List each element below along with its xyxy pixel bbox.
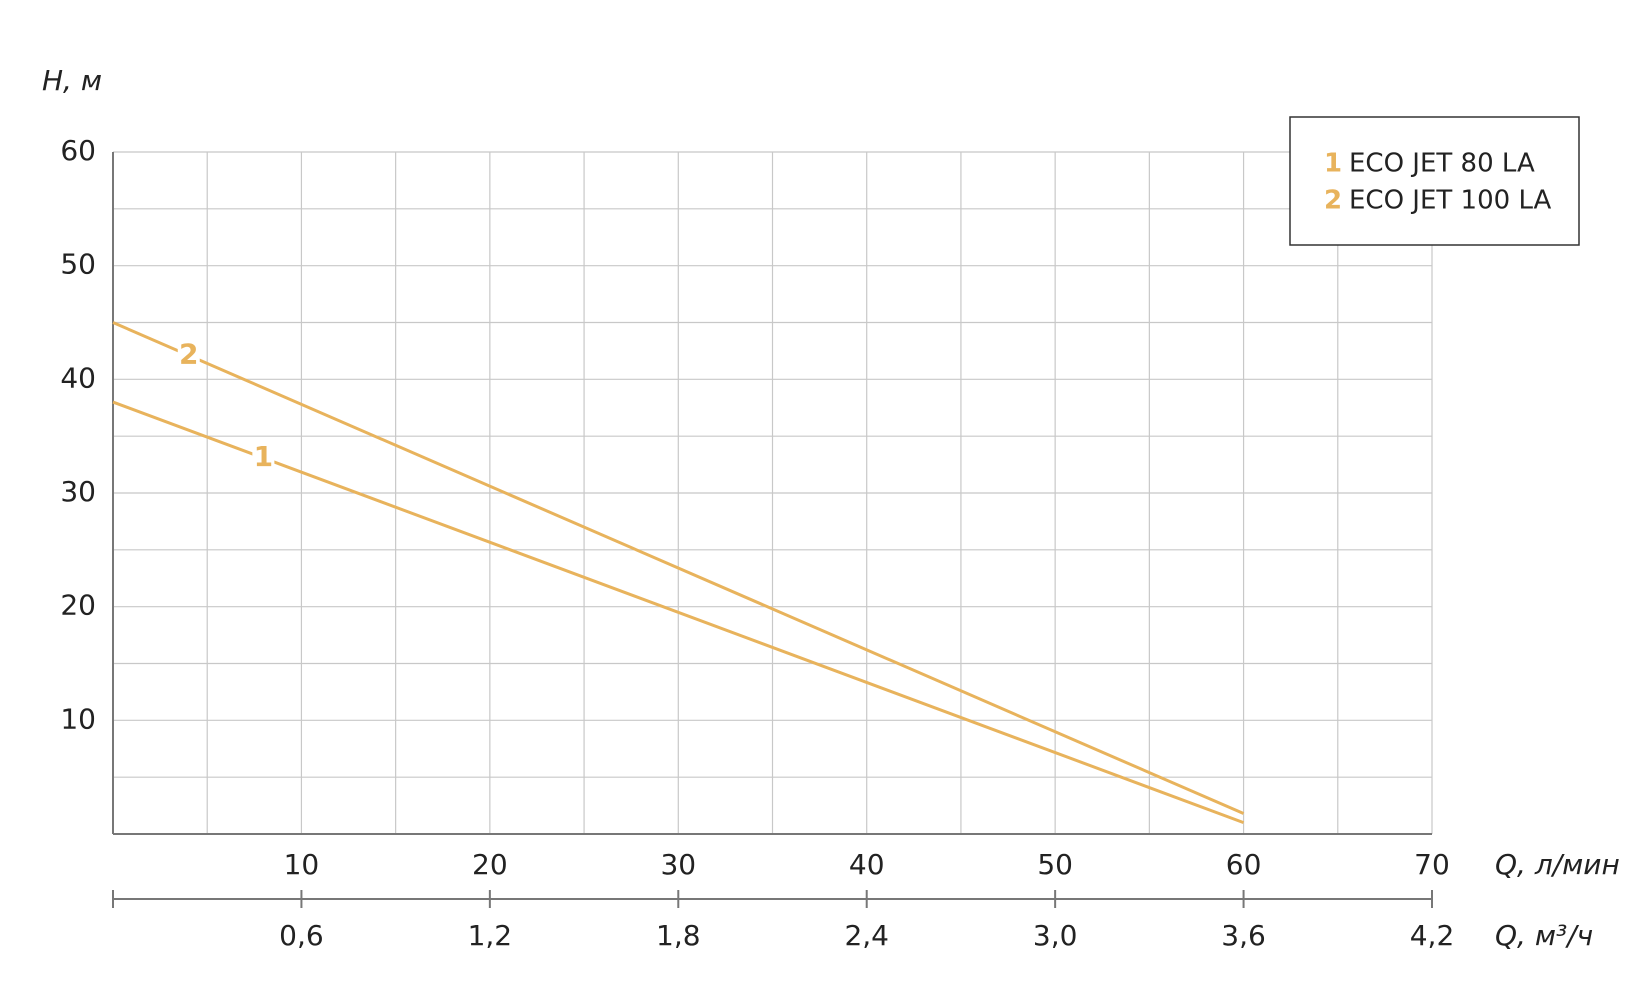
line-label-bg [177,339,200,372]
legend-number: 1 [1324,149,1342,179]
line-label-bg [252,442,275,475]
x2-tick-label: 0,6 [279,919,324,952]
y-axis-label: H, м [42,64,102,97]
legend-label: ECO JET 80 LA [1349,149,1535,179]
series-line [112,400,1245,825]
x-tick-label: 40 [849,848,885,881]
x-tick-label: 60 [1226,848,1262,881]
y-tick-label: 60 [60,134,96,167]
x2-tick-label: 1,2 [468,919,513,952]
legend-number: 2 [1324,186,1342,216]
y-tick-label: 10 [60,702,96,735]
legend-box [1289,116,1580,246]
x2-tick-label: 2,4 [844,919,889,952]
x-tick-label: 20 [472,848,508,881]
series-line [112,321,1245,815]
x-axis-label: Q, л/мин [1495,848,1620,881]
line-label: 2 [179,337,198,370]
x2-tick-label: 3,6 [1221,919,1266,952]
y-tick-label: 40 [60,361,96,394]
x2-tick-label: 3,0 [1033,919,1078,952]
x-tick-label: 10 [284,848,320,881]
line-label: 1 [254,440,273,473]
x2-axis-label: Q, м³/ч [1495,919,1593,952]
y-tick-label: 50 [60,248,96,281]
x-tick-label: 70 [1414,848,1450,881]
y-tick-label: 20 [60,589,96,622]
x2-tick-label: 4,2 [1410,919,1455,952]
legend-label: ECO JET 100 LA [1349,186,1552,216]
x2-tick-label: 1,8 [656,919,701,952]
x-tick-label: 30 [660,848,696,881]
x-tick-label: 50 [1037,848,1073,881]
y-tick-label: 30 [60,475,96,508]
